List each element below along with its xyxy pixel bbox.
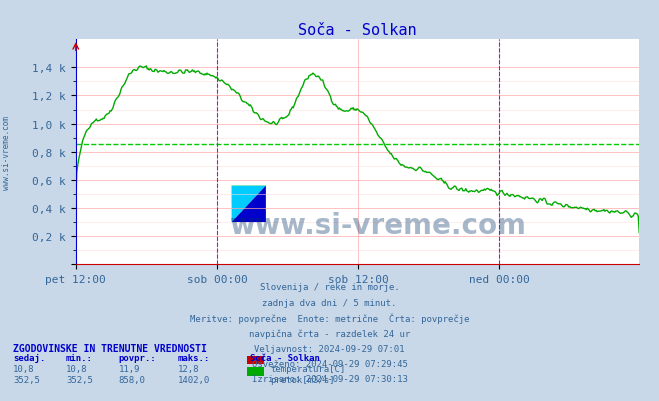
Text: pretok[m3/s]: pretok[m3/s] xyxy=(270,375,335,384)
Text: 10,8: 10,8 xyxy=(66,364,88,373)
Text: 352,5: 352,5 xyxy=(66,375,93,384)
Text: navpična črta - razdelek 24 ur: navpična črta - razdelek 24 ur xyxy=(249,328,410,338)
Text: Osveženo: 2024-09-29 07:29:45: Osveženo: 2024-09-29 07:29:45 xyxy=(252,359,407,368)
Text: Slovenija / reke in morje.: Slovenija / reke in morje. xyxy=(260,283,399,292)
Polygon shape xyxy=(231,186,266,223)
Text: 12,8: 12,8 xyxy=(178,364,200,373)
Text: min.:: min.: xyxy=(66,353,93,362)
Polygon shape xyxy=(231,186,266,204)
Text: 1402,0: 1402,0 xyxy=(178,375,210,384)
Text: povpr.:: povpr.: xyxy=(119,353,156,362)
Text: Soča - Solkan: Soča - Solkan xyxy=(250,353,320,362)
Text: zadnja dva dni / 5 minut.: zadnja dva dni / 5 minut. xyxy=(262,298,397,307)
Text: temperatura[C]: temperatura[C] xyxy=(270,364,345,373)
Text: 11,9: 11,9 xyxy=(119,364,140,373)
Text: 10,8: 10,8 xyxy=(13,364,35,373)
Text: Izrisano: 2024-09-29 07:30:13: Izrisano: 2024-09-29 07:30:13 xyxy=(252,374,407,383)
Polygon shape xyxy=(231,186,266,223)
Text: ZGODOVINSKE IN TRENUTNE VREDNOSTI: ZGODOVINSKE IN TRENUTNE VREDNOSTI xyxy=(13,343,207,353)
Text: 858,0: 858,0 xyxy=(119,375,146,384)
Text: Veljavnost: 2024-09-29 07:01: Veljavnost: 2024-09-29 07:01 xyxy=(254,344,405,352)
Title: Soča - Solkan: Soča - Solkan xyxy=(298,22,417,38)
Text: 352,5: 352,5 xyxy=(13,375,40,384)
Text: Meritve: povprečne  Enote: metrične  Črta: povprečje: Meritve: povprečne Enote: metrične Črta:… xyxy=(190,313,469,324)
Text: sedaj.: sedaj. xyxy=(13,353,45,362)
Text: www.si-vreme.com: www.si-vreme.com xyxy=(2,115,11,189)
Text: maks.:: maks.: xyxy=(178,353,210,362)
Text: www.si-vreme.com: www.si-vreme.com xyxy=(229,211,526,239)
